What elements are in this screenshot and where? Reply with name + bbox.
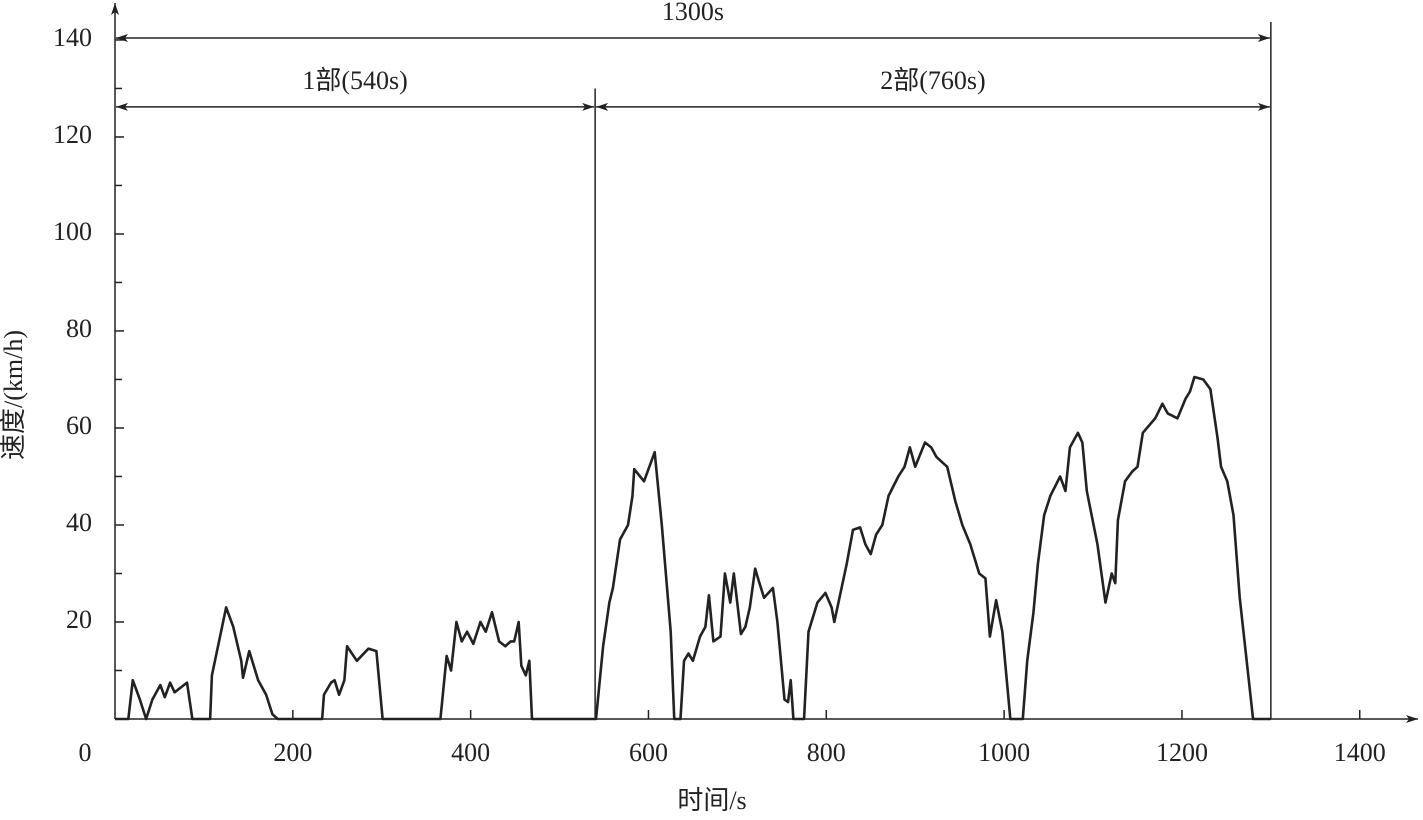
- y-tick-label: 40: [66, 508, 92, 537]
- y-tick-label: 80: [66, 314, 92, 343]
- y-tick-label: 60: [66, 411, 92, 440]
- x-axis-label: 时间/s: [677, 786, 746, 815]
- span-label: 2部(760s): [880, 66, 985, 95]
- y-tick-label: 100: [53, 217, 92, 246]
- x-tick-label: 200: [273, 738, 312, 767]
- x-tick-label: 800: [807, 738, 846, 767]
- y-tick-label: 120: [53, 120, 92, 149]
- x-tick-label: 1200: [1156, 738, 1208, 767]
- y-tick-label: 20: [66, 605, 92, 634]
- span-label: 1部(540s): [302, 66, 407, 95]
- x-tick-label: 400: [451, 738, 490, 767]
- x-tick-label: 1400: [1334, 738, 1386, 767]
- x-tick-label: 0: [79, 738, 92, 767]
- x-tick-label: 1000: [978, 738, 1030, 767]
- y-axis-label: 速度/(km/h): [0, 330, 28, 460]
- speed-line: [115, 375, 1271, 721]
- y-tick-label: 140: [53, 23, 92, 52]
- span-label: 1300s: [662, 0, 724, 26]
- x-tick-label: 600: [629, 738, 668, 767]
